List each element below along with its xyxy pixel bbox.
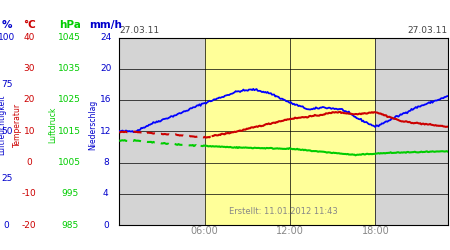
Text: 30: 30: [23, 64, 35, 73]
Text: 0: 0: [103, 220, 108, 230]
Text: hPa: hPa: [59, 20, 81, 30]
Text: Temperatur: Temperatur: [13, 103, 22, 147]
Text: -10: -10: [22, 189, 36, 198]
Text: -20: -20: [22, 220, 36, 230]
Text: 0: 0: [27, 158, 32, 167]
Text: 20: 20: [23, 96, 35, 104]
Text: 1035: 1035: [58, 64, 81, 73]
Text: 1045: 1045: [58, 33, 81, 42]
Text: 16: 16: [100, 96, 112, 104]
Text: 985: 985: [61, 220, 78, 230]
Bar: [290, 38, 375, 225]
Text: 75: 75: [1, 80, 13, 89]
Text: Erstellt: 11.01.2012 11:43: Erstellt: 11.01.2012 11:43: [229, 206, 338, 216]
Text: 24: 24: [100, 33, 112, 42]
Text: °C: °C: [23, 20, 36, 30]
Text: %: %: [1, 20, 12, 30]
Text: 1005: 1005: [58, 158, 81, 167]
Text: Luftfeuchtigkeit: Luftfeuchtigkeit: [0, 95, 6, 155]
Text: 0: 0: [4, 220, 9, 230]
Text: 12: 12: [100, 127, 112, 136]
Text: 10: 10: [23, 127, 35, 136]
Text: Niederschlag: Niederschlag: [88, 100, 97, 150]
Text: 20: 20: [100, 64, 112, 73]
Text: 8: 8: [103, 158, 108, 167]
Text: 100: 100: [0, 33, 15, 42]
Text: 1025: 1025: [58, 96, 81, 104]
Text: Luftdruck: Luftdruck: [49, 107, 58, 143]
Text: 40: 40: [23, 33, 35, 42]
Text: 4: 4: [103, 189, 108, 198]
Bar: [375, 38, 448, 225]
Text: 1015: 1015: [58, 127, 81, 136]
Text: 995: 995: [61, 189, 78, 198]
Bar: [119, 38, 205, 225]
Text: 25: 25: [1, 174, 13, 182]
Bar: [205, 38, 290, 225]
Text: 27.03.11: 27.03.11: [119, 26, 159, 35]
Text: 27.03.11: 27.03.11: [408, 26, 448, 35]
Text: 50: 50: [1, 127, 13, 136]
Text: mm/h: mm/h: [89, 20, 122, 30]
